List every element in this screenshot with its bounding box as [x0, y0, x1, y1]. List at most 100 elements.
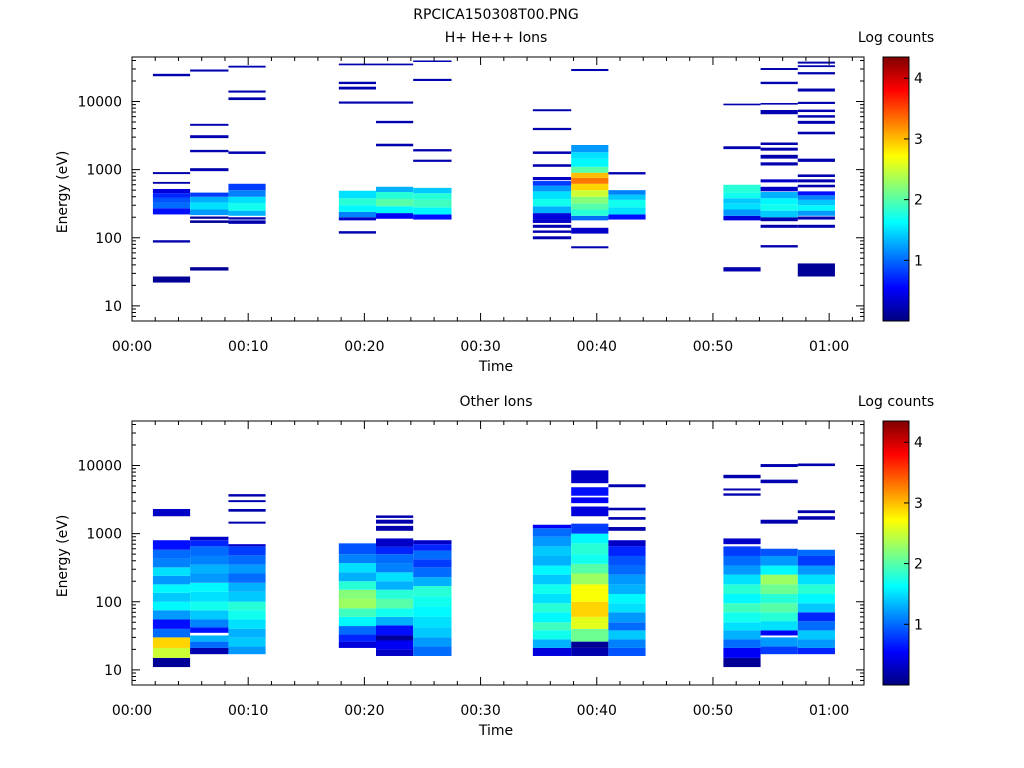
heatmap-cell: [376, 186, 414, 192]
heatmap-cell: [571, 563, 609, 574]
heatmap-cell: [228, 601, 266, 611]
heatmap-cell: [797, 647, 835, 655]
heatmap-cell: [376, 572, 414, 582]
heatmap-cell: [152, 188, 191, 194]
heatmap-cell: [532, 191, 572, 200]
heatmap-cell: [571, 601, 609, 617]
heatmap-cell: [571, 203, 609, 210]
heatmap-cell: [376, 63, 414, 66]
x-tick-label: 00:00: [112, 339, 152, 355]
heatmap-cell: [760, 210, 798, 218]
colorbar-tick-label: 1: [914, 253, 923, 269]
heatmap-cell: [723, 215, 761, 221]
heatmap-cell: [760, 103, 798, 105]
heatmap-cell: [723, 267, 761, 272]
heatmap-cell: [152, 628, 191, 638]
heatmap-cell: [532, 647, 572, 656]
heatmap-cell: [608, 194, 646, 200]
heatmap-cell: [190, 192, 229, 197]
figure-title: RPCICA150308T00.PNG: [413, 7, 578, 23]
heatmap-cell: [228, 544, 266, 547]
heatmap-cell: [532, 594, 572, 604]
heatmap-cell: [532, 151, 572, 154]
heatmap-cell: [760, 612, 798, 622]
panel-1-x-axis-label: Time: [478, 359, 513, 375]
heatmap-cell: [413, 187, 452, 194]
heatmap-cell: [760, 147, 798, 151]
heatmap-cell: [760, 217, 798, 222]
heatmap-cell: [760, 110, 798, 115]
heatmap-cell: [723, 565, 761, 575]
heatmap-cell: [571, 215, 609, 221]
heatmap-cell: [413, 78, 452, 81]
panel-2-title: Other Ions: [459, 394, 532, 410]
x-tick-label: 00:20: [344, 339, 384, 355]
heatmap-cell: [338, 608, 376, 617]
heatmap-cell: [532, 219, 572, 223]
heatmap-cell: [228, 508, 266, 512]
heatmap-cell: [532, 199, 572, 207]
heatmap-cell: [797, 115, 835, 118]
heatmap-cell: [228, 151, 266, 154]
heatmap-cell: [608, 555, 646, 566]
heatmap-cell: [532, 565, 572, 575]
heatmap-cell: [723, 146, 761, 150]
heatmap-cell: [797, 109, 835, 113]
heatmap-cell: [228, 628, 266, 638]
heatmap-cell: [338, 198, 376, 206]
heatmap-cell: [760, 637, 798, 647]
heatmap-cell: [152, 549, 191, 559]
heatmap-cell: [338, 634, 376, 642]
heatmap-cell: [413, 60, 452, 62]
heatmap-cell: [571, 554, 609, 564]
heatmap-cell: [376, 581, 414, 590]
x-tick-label: 01:00: [809, 339, 849, 355]
heatmap-cell: [723, 546, 761, 556]
heatmap-cell: [376, 143, 414, 147]
heatmap-cell: [228, 210, 266, 216]
heatmap-cell: [532, 109, 572, 112]
heatmap-cell: [797, 174, 835, 177]
heatmap-cell: [190, 546, 229, 556]
heatmap-cell: [797, 179, 835, 183]
heatmap-cell: [228, 494, 266, 497]
heatmap-cell: [228, 183, 266, 191]
heatmap-cell: [190, 647, 229, 655]
heatmap-cell: [152, 610, 191, 620]
heatmap-cell: [608, 517, 646, 520]
x-tick-label: 01:00: [809, 703, 849, 719]
heatmap-cell: [797, 120, 835, 124]
heatmap-cell: [376, 635, 414, 641]
heatmap-cell: [376, 525, 414, 531]
y-tick-label: 100: [95, 595, 122, 611]
heatmap-cell: [413, 540, 452, 545]
heatmap-cell: [376, 649, 414, 656]
heatmap-cell: [152, 540, 191, 550]
heatmap-cell: [571, 144, 609, 153]
heatmap-cell: [190, 601, 229, 611]
heatmap-cell: [571, 647, 609, 656]
heatmap-cell: [152, 592, 191, 602]
heatmap-cell: [152, 575, 191, 585]
heatmap-cell: [413, 199, 452, 208]
panel-2-axes: 00:00 00:10 00:20 00:30 00:40 00:50 01:00 10 100…: [77, 420, 865, 719]
heatmap-cell: [376, 640, 414, 650]
heatmap-cell: [338, 231, 376, 234]
heatmap-cell: [608, 594, 646, 604]
heatmap-cell: [152, 657, 191, 668]
heatmap-cell: [797, 199, 835, 206]
heatmap-cell: [228, 521, 266, 524]
heatmap-cell: [571, 166, 609, 173]
heatmap-cell: [571, 177, 609, 184]
heatmap-cell: [723, 603, 761, 613]
heatmap-cell: [152, 276, 191, 283]
heatmap-cell: [723, 622, 761, 631]
heatmap-cell: [532, 574, 572, 585]
heatmap-cell: [760, 574, 798, 585]
heatmap-cell: [723, 198, 761, 204]
heatmap-cell: [190, 610, 229, 620]
heatmap-cell: [228, 546, 266, 556]
heatmap-cell: [760, 555, 798, 566]
heatmap-cell: [532, 230, 572, 233]
